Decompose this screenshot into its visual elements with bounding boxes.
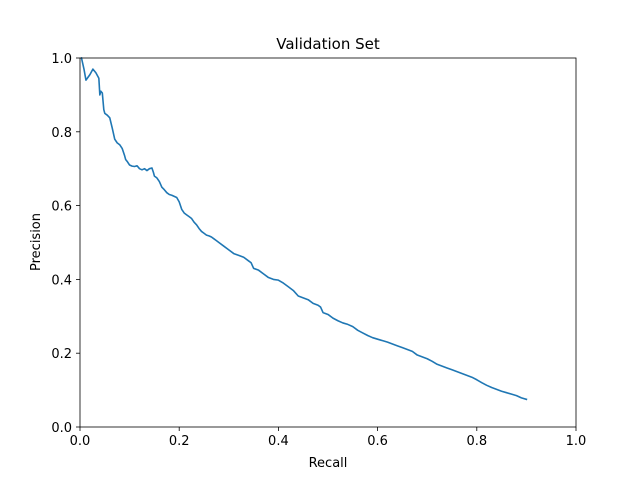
y-tick-label: 0.8 [51,126,72,141]
x-tick-label: 1.0 [566,434,587,449]
x-tick-label: 0.8 [466,434,487,449]
x-tick-label: 0.0 [70,434,91,449]
axis-ticks: 0.0 0.2 0.4 0.6 0.8 1.0 0.0 0.2 0.4 0.6 0.8 1.0 [51,52,586,449]
y-tick-label: 0.4 [51,273,72,288]
y-tick-label: 0.6 [51,200,72,215]
chart-title: Validation Set [276,35,380,53]
y-tick-label: 1.0 [51,52,72,67]
plot-area [79,57,577,428]
x-tick-label: 0.2 [169,434,190,449]
y-axis-label: Precision [29,213,44,271]
x-tick-label: 0.4 [268,434,289,449]
series-line-0 [80,57,528,401]
x-axis-label: Recall [309,456,348,471]
y-tick-label: 0.2 [51,347,72,362]
axes-frame [79,57,577,428]
y-tick-label: 0.0 [51,421,72,436]
x-tick-label: 0.6 [367,434,388,449]
